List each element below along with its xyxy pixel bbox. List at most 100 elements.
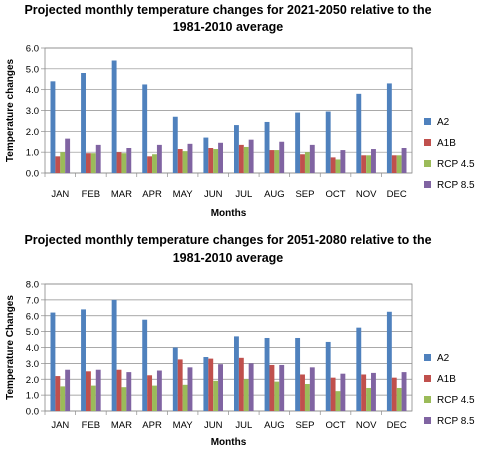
bar-a1b-mar [116,152,122,173]
bar-rcp-8-5-mar [126,148,132,173]
bar-a1b-jul [238,357,244,411]
bar-a2-oct [325,341,331,411]
bar-rcp-8-5-feb [95,369,101,411]
y-tick-label: 1.0 [26,391,39,402]
bar-rcp-8-5-sep [309,367,315,411]
bar-rcp-8-5-aug [279,141,285,173]
bar-rcp-4-5-feb [90,385,96,411]
bar-a1b-may [177,149,183,173]
bar-a2-aug [264,337,270,411]
bar-a1b-jan [55,156,61,173]
bar-a2-may [172,116,178,173]
x-tick-label: APR [142,420,162,431]
bar-rcp-4-5-aug [274,150,280,173]
bar-rcp-8-5-sep [309,144,315,174]
x-tick-label: JUN [204,420,223,431]
bar-a2-aug [264,121,270,173]
bar-a1b-feb [85,153,91,173]
y-axis-title: Temperature changes [5,58,16,162]
bar-rcp-8-5-aug [279,364,285,411]
y-tick-label: 5.0 [26,327,39,338]
bar-rcp-4-5-feb [90,153,96,173]
bar-a2-jun [203,137,209,173]
bar-rcp-4-5-dec [396,155,402,173]
bar-rcp-8-5-nov [371,372,376,411]
legend-swatch [424,139,431,146]
x-tick-label: JAN [51,189,69,200]
bar-rcp-8-5-dec [401,148,407,173]
bar-a1b-apr [147,156,153,173]
bar-a1b-oct [330,157,336,174]
bar-rcp-8-5-jun [218,364,223,411]
y-tick-label: 0.0 [26,169,39,180]
bar-a2-jan [50,312,56,411]
x-tick-label: MAY [173,189,194,200]
bar-rcp-8-5-apr [156,370,162,411]
legend-swatch [424,417,431,424]
bar-rcp-4-5-oct [335,159,341,173]
bar-rcp-4-5-jul [243,146,249,173]
bar-a1b-jun [208,148,214,173]
bar-a2-dec [386,311,392,411]
bar-a1b-apr [147,375,153,411]
bar-rcp-4-5-oct [335,391,341,411]
bar-rcp-8-5-nov [371,149,376,173]
bar-rcp-4-5-sep [304,152,310,173]
bar-rcp-8-5-oct [340,373,346,411]
bar-rcp-8-5-mar [126,372,132,411]
x-tick-label: NOV [356,189,377,200]
bar-a2-nov [356,327,362,411]
bar-rcp-4-5-sep [304,384,310,411]
y-tick-label: 8.0 [26,280,39,291]
bar-a1b-nov [361,374,367,411]
bar-a2-jan [50,81,56,173]
x-axis-title: Months [211,208,247,219]
chart-2: Projected monthly temperature changes fo… [5,233,475,448]
x-tick-label: DEC [387,420,407,431]
y-tick-label: 0.0 [26,407,39,418]
bar-a2-may [172,347,178,411]
x-tick-label: FEB [82,189,100,200]
x-tick-label: SEP [295,189,314,200]
bar-rcp-8-5-feb [95,144,101,174]
x-tick-label: MAY [173,420,194,431]
chart-title-line: Projected monthly temperature changes fo… [24,3,431,17]
chart-title-line: 1981-2010 average [173,20,284,34]
bar-a2-oct [325,111,331,173]
x-tick-label: MAR [111,189,132,200]
bar-rcp-8-5-may [187,367,193,411]
bar-rcp-4-5-apr [152,385,157,411]
bar-rcp-8-5-apr [156,144,162,174]
x-tick-label: JUN [204,189,223,200]
bar-a1b-dec [391,377,397,411]
bar-a1b-jan [55,376,61,411]
x-tick-label: OCT [326,189,346,200]
legend-label: RCP 8.5 [437,180,475,191]
bar-a2-nov [356,93,362,173]
x-tick-label: MAR [111,420,132,431]
legend-label: RCP 4.5 [437,159,475,170]
x-tick-label: AUG [264,420,285,431]
legend-label: A2 [437,353,450,364]
y-tick-label: 5.0 [26,64,39,75]
legend-swatch [424,396,431,403]
bar-rcp-8-5-dec [401,372,407,411]
bar-a1b-feb [85,371,91,411]
bar-rcp-4-5-jan [60,386,66,411]
y-tick-label: 4.0 [26,343,39,354]
legend-swatch [424,375,431,382]
x-tick-label: FEB [82,420,100,431]
bar-a2-sep [295,112,301,173]
bar-a2-apr [142,84,148,173]
bar-a1b-oct [330,377,336,411]
bar-a2-mar [111,60,117,173]
y-axis-title: Temperature Changes [5,295,16,400]
bar-a2-jun [203,357,209,411]
x-tick-label: JUL [235,420,252,431]
bar-rcp-4-5-jun [213,380,219,411]
y-tick-label: 7.0 [26,295,39,306]
bar-a1b-jul [238,144,244,174]
bar-rcp-4-5-jul [243,379,249,411]
